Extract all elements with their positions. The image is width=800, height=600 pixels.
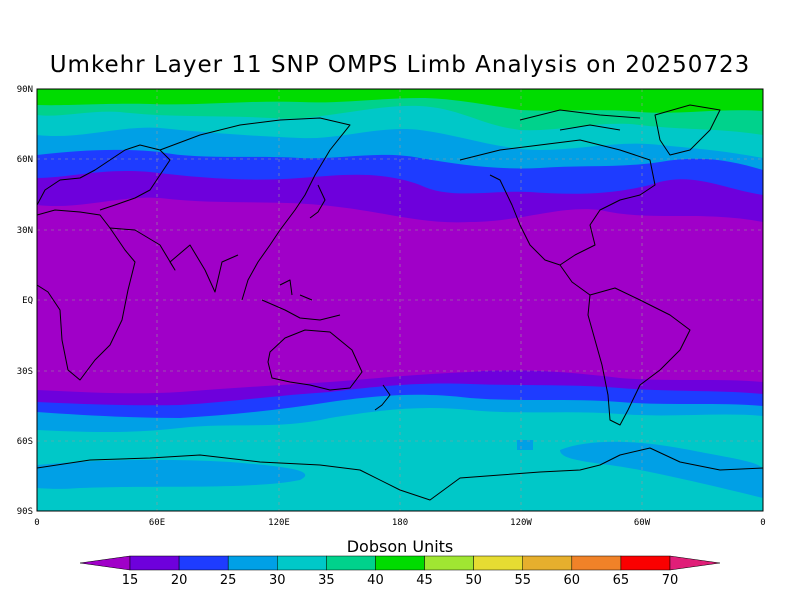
colorbar-box	[620, 555, 671, 571]
colorbar-box-over	[669, 555, 721, 571]
colorbar-label: 25	[220, 573, 237, 588]
colorbar-label: 60	[564, 573, 581, 588]
graticule	[37, 89, 763, 511]
lon-label-180: 180	[392, 518, 408, 528]
lat-label-90n: 90N	[17, 85, 33, 95]
lon-label-120w: 120W	[510, 518, 532, 528]
colorbar-label: 15	[122, 573, 139, 588]
colorbar-labels: 15 20 25 30 35 40 45 50 55 60 65 70	[122, 573, 679, 588]
colorbar-box	[227, 555, 278, 571]
colorbar-label: 40	[367, 573, 384, 588]
coastlines	[37, 104, 763, 501]
lat-label-60n: 60N	[17, 155, 33, 165]
ozone-field	[37, 89, 763, 511]
map-frame	[36, 88, 764, 512]
colorbar-box-under	[79, 555, 131, 571]
lat-label-eq: EQ	[22, 296, 33, 306]
colorbar-box	[178, 555, 229, 571]
colorbar-box	[326, 555, 376, 571]
colorbar-label: 20	[171, 573, 188, 588]
colorbar-box	[473, 555, 523, 571]
colorbar-box	[571, 555, 622, 571]
colorbar-box	[277, 555, 327, 571]
lon-label-120e: 120E	[268, 518, 290, 528]
colorbar-box	[375, 555, 425, 571]
lon-label-0-left: 0	[34, 518, 39, 528]
lat-label-60s: 60S	[17, 437, 33, 447]
colorbar-box	[129, 555, 180, 571]
south-patch-a	[37, 459, 306, 489]
lat-label-30s: 30S	[17, 367, 33, 377]
colorbar-box	[522, 555, 573, 571]
colorbar-label: 35	[318, 573, 335, 588]
south-patch-b	[560, 441, 763, 498]
lon-label-0-right: 0	[760, 518, 765, 528]
colorbar-box	[424, 555, 474, 571]
colorbar-boxes	[79, 555, 721, 571]
lat-labels: 90N 60N 30N EQ 30S 60S 90S	[17, 85, 33, 517]
map-title: Umkehr Layer 11 SNP OMPS Limb Analysis o…	[49, 52, 751, 78]
lon-label-60e: 60E	[149, 518, 165, 528]
colorbar-label: 30	[269, 573, 286, 588]
colorbar-label: 70	[662, 573, 679, 588]
colorbar-label: 65	[613, 573, 630, 588]
colorbar-label: 55	[514, 573, 531, 588]
colorbar-label: 50	[465, 573, 482, 588]
lon-label-60w: 60W	[634, 518, 651, 528]
colorbar-label: 45	[416, 573, 433, 588]
lat-label-30n: 30N	[17, 226, 33, 236]
colorbar-title: Dobson Units	[346, 537, 454, 556]
lon-labels: 0 60E 120E 180 120W 60W 0	[34, 518, 765, 528]
band-north-45-50	[37, 89, 763, 113]
lat-label-90s: 90S	[17, 507, 33, 517]
